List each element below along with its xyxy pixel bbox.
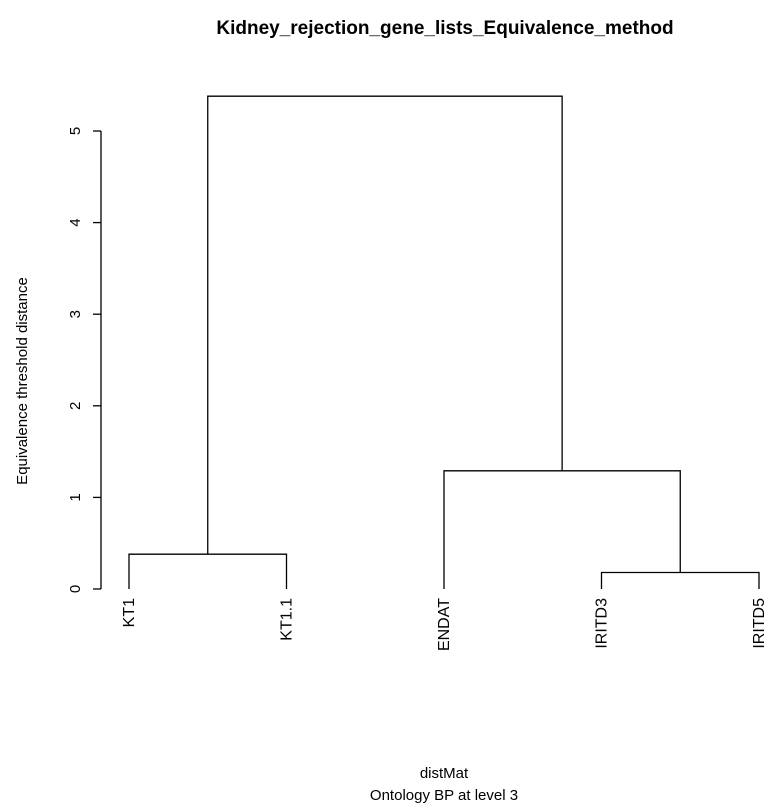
y-tick-label: 3: [67, 310, 84, 318]
dendrogram-tree: [128, 95, 760, 589]
chart-title: Kidney_rejection_gene_lists_Equivalence_…: [216, 18, 673, 39]
leaf-labels: KT1 KT1.1 ENDAT IRITD3 IRITD5: [121, 598, 767, 651]
leaf-label: KT1: [121, 598, 138, 627]
leaf-label: KT1.1: [279, 598, 296, 641]
chart-subtitle: Ontology BP at level 3: [370, 787, 518, 804]
y-tick-label: 0: [67, 585, 84, 593]
leaf-label: IRITD3: [594, 598, 611, 649]
dendrogram-merge: [600, 571, 760, 589]
y-axis: 0 1 2 3 4 5: [67, 127, 102, 593]
y-tick-label: 2: [67, 402, 84, 410]
y-tick-label: 4: [67, 218, 84, 226]
y-tick-label: 1: [67, 493, 84, 501]
x-axis-label: distMat: [420, 765, 469, 782]
y-axis-label: Equivalence threshold distance: [14, 277, 31, 485]
y-tick-label: 5: [67, 127, 84, 135]
dendrogram-merge: [207, 95, 563, 555]
dendrogram-merge: [443, 470, 681, 589]
leaf-label: IRITD5: [751, 598, 767, 649]
leaf-label: ENDAT: [436, 598, 453, 651]
dendrogram-merge: [128, 553, 288, 589]
